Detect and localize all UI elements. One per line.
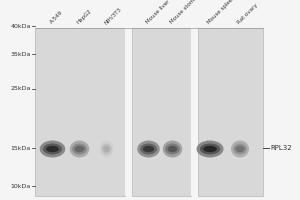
- Ellipse shape: [72, 143, 87, 155]
- Bar: [132, 28, 190, 196]
- Bar: [124, 28, 132, 196]
- Text: Rat ovary: Rat ovary: [236, 3, 259, 25]
- Ellipse shape: [137, 140, 160, 158]
- Text: 25kDa: 25kDa: [11, 86, 31, 91]
- Ellipse shape: [168, 146, 177, 152]
- Ellipse shape: [236, 146, 244, 152]
- Ellipse shape: [163, 140, 182, 158]
- Text: RPL32: RPL32: [270, 145, 292, 151]
- Text: 35kDa: 35kDa: [11, 51, 31, 56]
- Text: HepG2: HepG2: [76, 8, 93, 25]
- Text: Mouse stomach: Mouse stomach: [169, 0, 203, 25]
- Ellipse shape: [75, 146, 84, 152]
- Ellipse shape: [165, 143, 180, 155]
- Text: Mouse liver: Mouse liver: [145, 0, 171, 25]
- Ellipse shape: [233, 143, 247, 155]
- Ellipse shape: [200, 143, 220, 155]
- Ellipse shape: [100, 140, 113, 158]
- Ellipse shape: [46, 146, 59, 152]
- Ellipse shape: [43, 143, 62, 155]
- Ellipse shape: [40, 140, 65, 158]
- Ellipse shape: [140, 143, 157, 155]
- Bar: [34, 28, 124, 196]
- Ellipse shape: [70, 140, 89, 158]
- Text: NIH/3T3: NIH/3T3: [103, 6, 122, 25]
- Ellipse shape: [103, 146, 110, 152]
- Bar: [190, 28, 198, 196]
- Bar: [198, 28, 262, 196]
- Text: 10kDa: 10kDa: [11, 184, 31, 188]
- Ellipse shape: [196, 140, 224, 158]
- Text: 15kDa: 15kDa: [11, 146, 31, 150]
- Text: 40kDa: 40kDa: [11, 23, 31, 28]
- Ellipse shape: [231, 140, 249, 158]
- Ellipse shape: [101, 143, 112, 155]
- Ellipse shape: [143, 146, 154, 152]
- Text: Mouse spleen: Mouse spleen: [206, 0, 237, 25]
- Ellipse shape: [203, 146, 217, 152]
- Text: A-549: A-549: [49, 10, 64, 25]
